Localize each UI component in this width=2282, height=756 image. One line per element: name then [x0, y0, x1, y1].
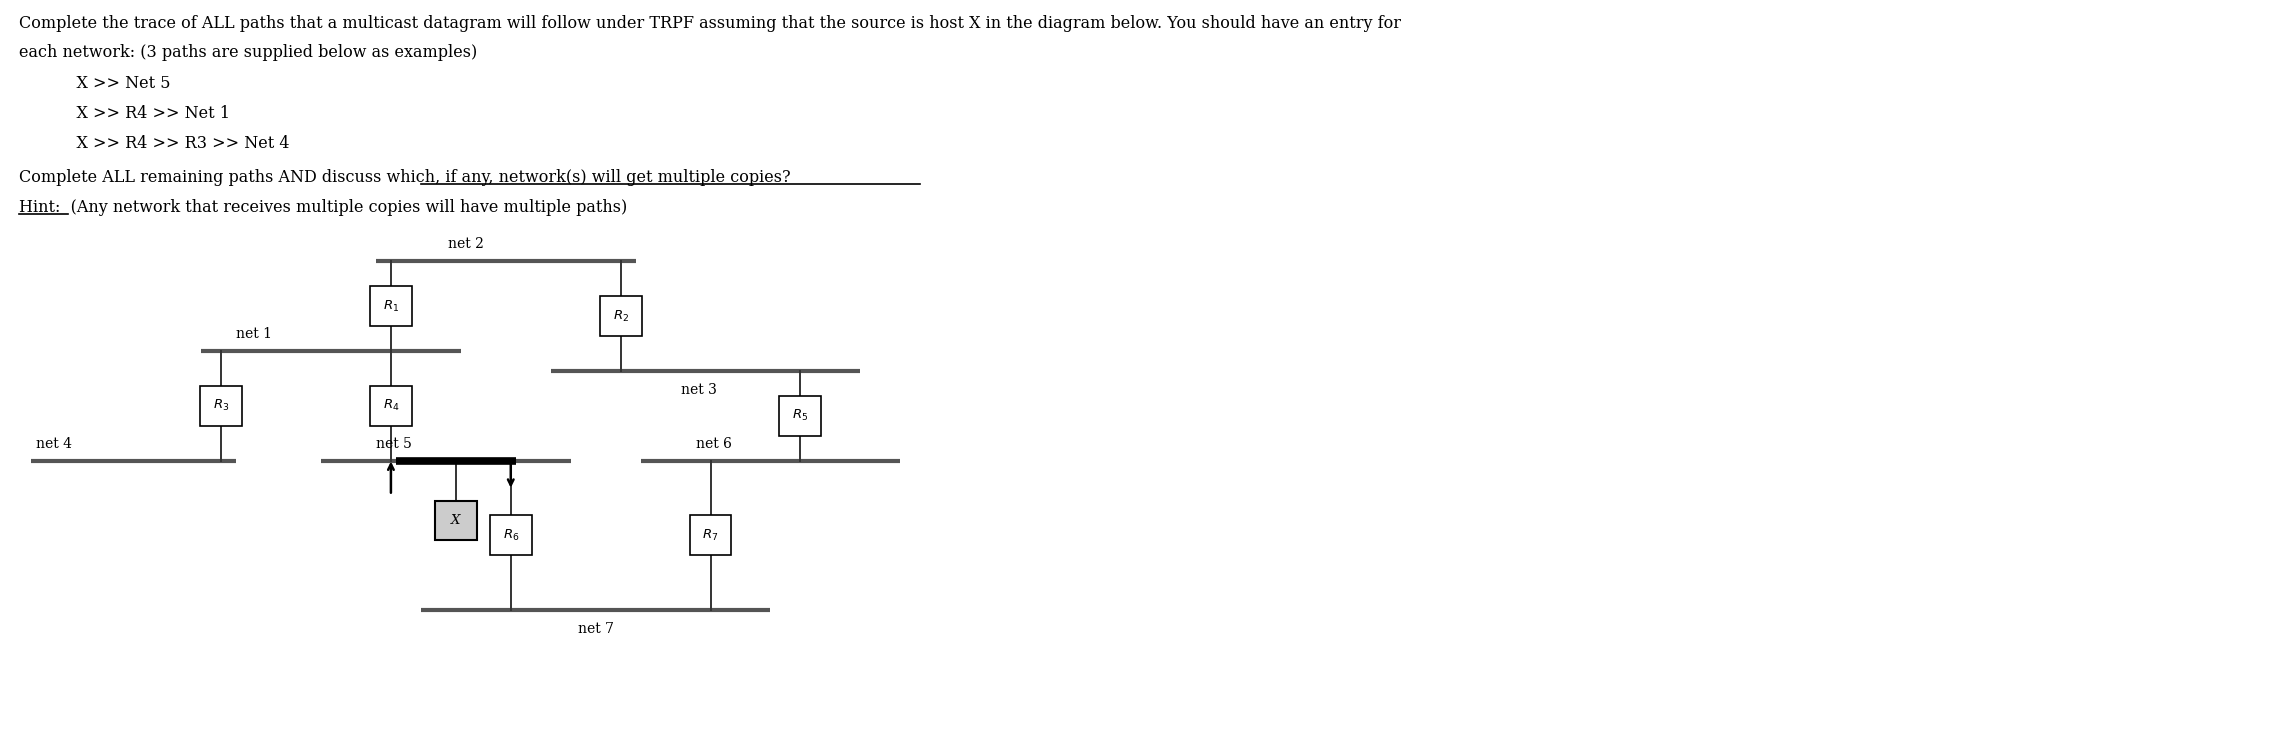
Text: each network: (3 paths are supplied below as examples): each network: (3 paths are supplied belo… — [18, 45, 477, 61]
Bar — [436, 500, 477, 541]
Text: $R_6$: $R_6$ — [502, 528, 518, 543]
Text: Complete ALL remaining paths AND discuss which, if any, network(s) will get mult: Complete ALL remaining paths AND discuss… — [18, 169, 792, 186]
Text: $R_5$: $R_5$ — [792, 408, 808, 423]
Text: net 5: net 5 — [377, 437, 411, 451]
Text: Complete the trace of ALL paths that a multicast datagram will follow under TRPF: Complete the trace of ALL paths that a m… — [18, 15, 1401, 33]
Text: X >> Net 5: X >> Net 5 — [57, 75, 171, 92]
Bar — [780, 396, 822, 435]
Text: X: X — [452, 514, 461, 527]
Text: net 1: net 1 — [235, 327, 272, 341]
Bar — [370, 386, 411, 426]
Text: X >> R4 >> R3 >> Net 4: X >> R4 >> R3 >> Net 4 — [57, 135, 290, 152]
Text: $R_1$: $R_1$ — [383, 299, 399, 314]
Text: $R_7$: $R_7$ — [703, 528, 719, 543]
Text: $R_3$: $R_3$ — [212, 398, 228, 414]
Bar — [689, 516, 733, 556]
Bar — [370, 287, 411, 326]
Bar — [201, 386, 242, 426]
Text: net 4: net 4 — [37, 437, 73, 451]
Bar — [491, 516, 532, 556]
Text: net 7: net 7 — [577, 622, 614, 636]
Text: net 6: net 6 — [696, 437, 733, 451]
Text: Hint:  (Any network that receives multiple copies will have multiple paths): Hint: (Any network that receives multipl… — [18, 199, 628, 215]
Text: net 3: net 3 — [680, 383, 717, 397]
Text: X >> R4 >> Net 1: X >> R4 >> Net 1 — [57, 105, 230, 122]
Text: net 2: net 2 — [447, 237, 484, 252]
Bar — [600, 296, 641, 336]
Text: $R_4$: $R_4$ — [383, 398, 399, 414]
Text: $R_2$: $R_2$ — [612, 308, 628, 324]
